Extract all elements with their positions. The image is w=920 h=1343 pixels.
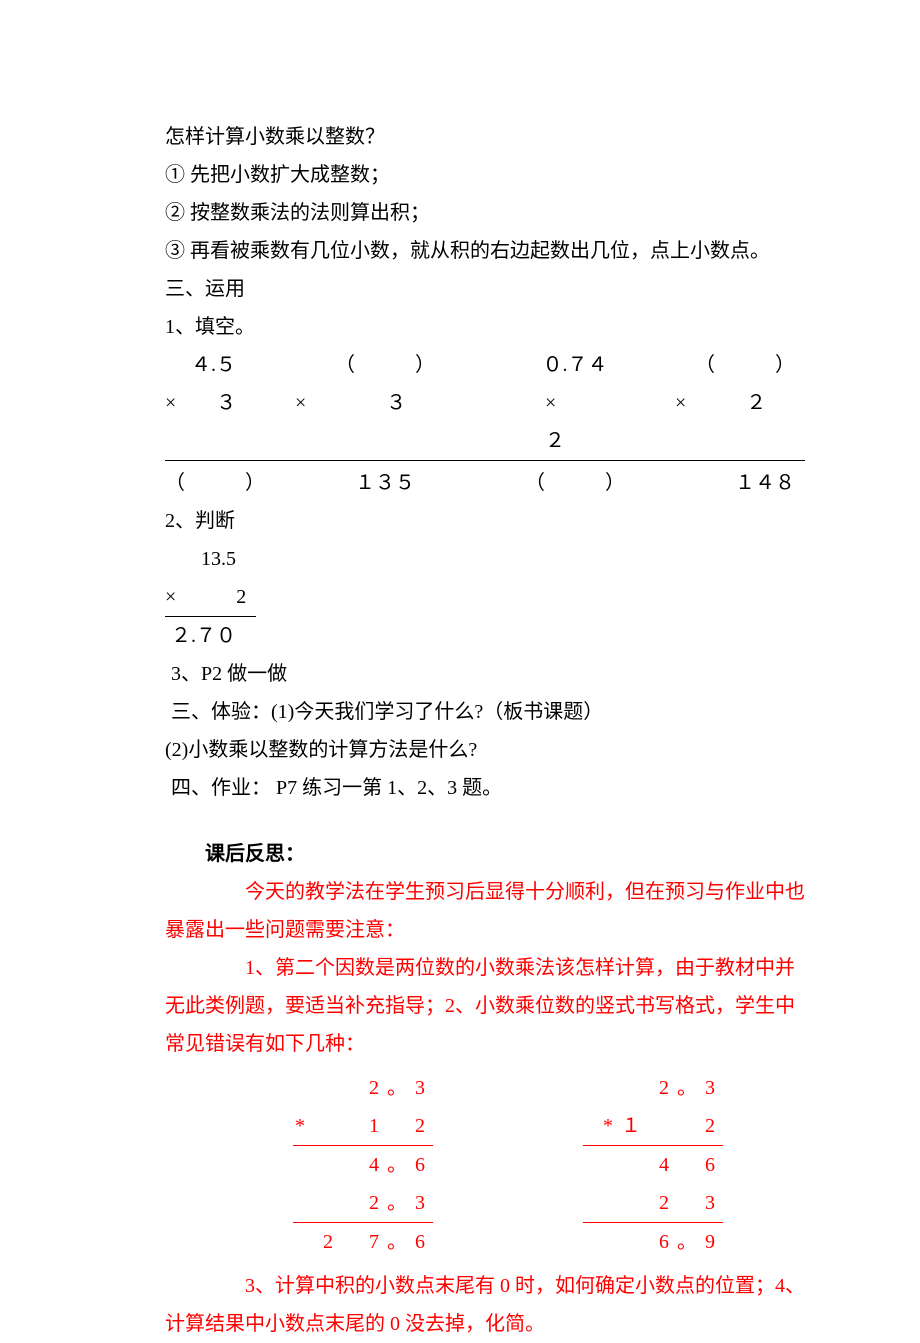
calc-left-l1: 2。3 bbox=[293, 1069, 433, 1107]
calc-left-l2: * 1 2 bbox=[293, 1107, 433, 1146]
question-title: 怎样计算小数乘以整数？ bbox=[165, 118, 805, 156]
calc-examples: 2。3 * 1 2 4。6 2。3 2 7。6 2。3 *１ 2 4 6 2 3… bbox=[165, 1069, 805, 1261]
calc-right-l2: *１ 2 bbox=[583, 1107, 723, 1146]
fill-title: 1、填空。 bbox=[165, 308, 805, 346]
calc-left-l3: 4。6 bbox=[293, 1146, 433, 1184]
calc-right: 2。3 *１ 2 4 6 2 3 6。9 bbox=[583, 1069, 723, 1261]
fill-r3c3: （ ） bbox=[475, 464, 675, 502]
spacer bbox=[165, 807, 805, 835]
fill-r3c2: １３５ bbox=[295, 464, 475, 502]
experience-title: 三、体验：(1)今天我们学习了什么?（板书课题） bbox=[165, 693, 805, 731]
judge-title: 2、判断 bbox=[165, 502, 805, 540]
calc-right-l3: 4 6 bbox=[583, 1146, 723, 1184]
fill-r2c2: × ３ bbox=[295, 384, 475, 460]
calc-left: 2。3 * 1 2 4。6 2。3 2 7。6 bbox=[293, 1069, 433, 1261]
section-3-title: 三、运用 bbox=[165, 270, 805, 308]
reflection-title: 课后反思： bbox=[165, 835, 805, 873]
fill-r1c2: （ ） bbox=[295, 346, 475, 384]
fill-row-3: （ ） １３５ （ ） １４８ bbox=[165, 464, 805, 502]
fill-r2c3: × ２ bbox=[475, 384, 675, 460]
reflection-p2: 1、第二个因数是两位数的小数乘法该怎样计算，由于教材中并无此类例题，要适当补充指… bbox=[165, 949, 805, 1063]
reflection-p3: 3、计算中积的小数点末尾有 0 时，如何确定小数点的位置；4、计算结果中小数点末… bbox=[165, 1267, 805, 1343]
fill-r3c1: （ ） bbox=[165, 464, 295, 502]
step-2: ② 按整数乘法的法则算出积； bbox=[165, 194, 805, 232]
calc-right-l1: 2。3 bbox=[583, 1069, 723, 1107]
calc-right-l5: 6。9 bbox=[583, 1223, 723, 1261]
homework: 四、作业： P7 练习一第 1、2、3 题。 bbox=[165, 769, 805, 807]
calc-left-l5: 2 7。6 bbox=[293, 1223, 433, 1261]
calc-right-l4: 2 3 bbox=[583, 1184, 723, 1223]
fill-row-1: ４.５ （ ） ０.７４ （ ） bbox=[165, 346, 805, 384]
reflection-p1: 今天的教学法在学生预习后显得十分顺利，但在预习与作业中也暴露出一些问题需要注意： bbox=[165, 873, 805, 949]
calc-left-l4: 2。3 bbox=[293, 1184, 433, 1223]
judge-l3: ２.７０ bbox=[165, 617, 805, 655]
fill-r1c3: ０.７４ bbox=[475, 346, 675, 384]
fill-r2c1: × ３ bbox=[165, 384, 295, 460]
judge-box: 13.5 × 2 ２.７０ bbox=[165, 540, 805, 655]
p2-exercise: 3、P2 做一做 bbox=[165, 655, 805, 693]
judge-l1: 13.5 bbox=[165, 540, 805, 578]
fill-r3c4: １４８ bbox=[675, 464, 795, 502]
step-3: ③ 再看被乘数有几位小数，就从积的右边起数出几位，点上小数点。 bbox=[165, 232, 805, 270]
fill-r2c4: × ２ bbox=[675, 384, 795, 460]
experience-q2: (2)小数乘以整数的计算方法是什么? bbox=[165, 731, 805, 769]
fill-row-2: × ３ × ３ × ２ × ２ bbox=[165, 384, 805, 461]
judge-l2: × 2 bbox=[165, 578, 256, 617]
fill-r1c4: （ ） bbox=[675, 346, 795, 384]
fill-r1c1: ４.５ bbox=[165, 346, 295, 384]
step-1: ① 先把小数扩大成整数； bbox=[165, 156, 805, 194]
